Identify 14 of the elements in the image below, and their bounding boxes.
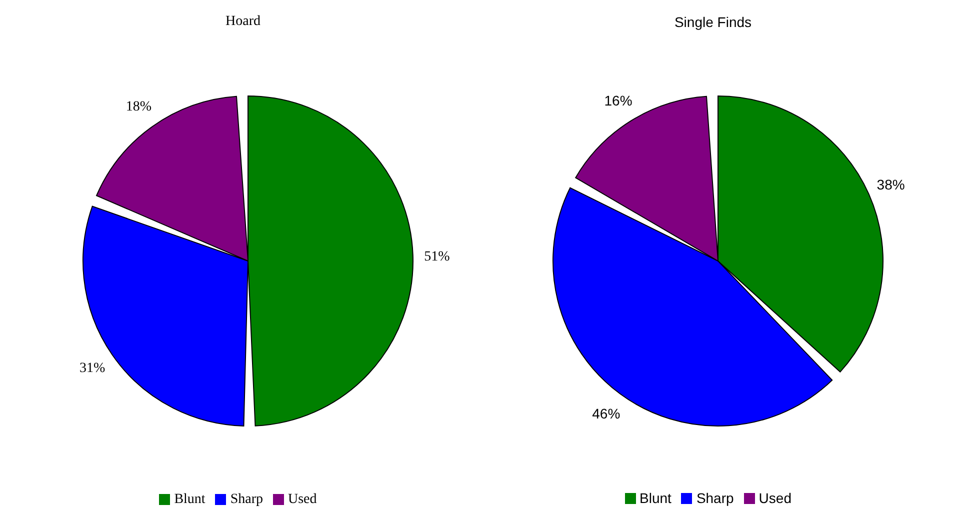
data-label: 18% [126,99,152,114]
data-label: 46% [592,405,620,422]
data-label: 51% [424,249,450,264]
legend-label: Sharp [696,490,734,506]
legend-label: Used [288,492,317,507]
legend-label: Sharp [230,492,263,507]
legend-label: Used [758,490,792,506]
data-label: 31% [80,360,106,376]
chart-title: Hoard [224,13,262,31]
data-label: 16% [604,92,632,108]
data-label: 38% [876,176,905,192]
chart-title: Single Finds [673,13,753,32]
legend-label: Blunt [174,492,206,507]
legend-label: Blunt [640,490,672,506]
